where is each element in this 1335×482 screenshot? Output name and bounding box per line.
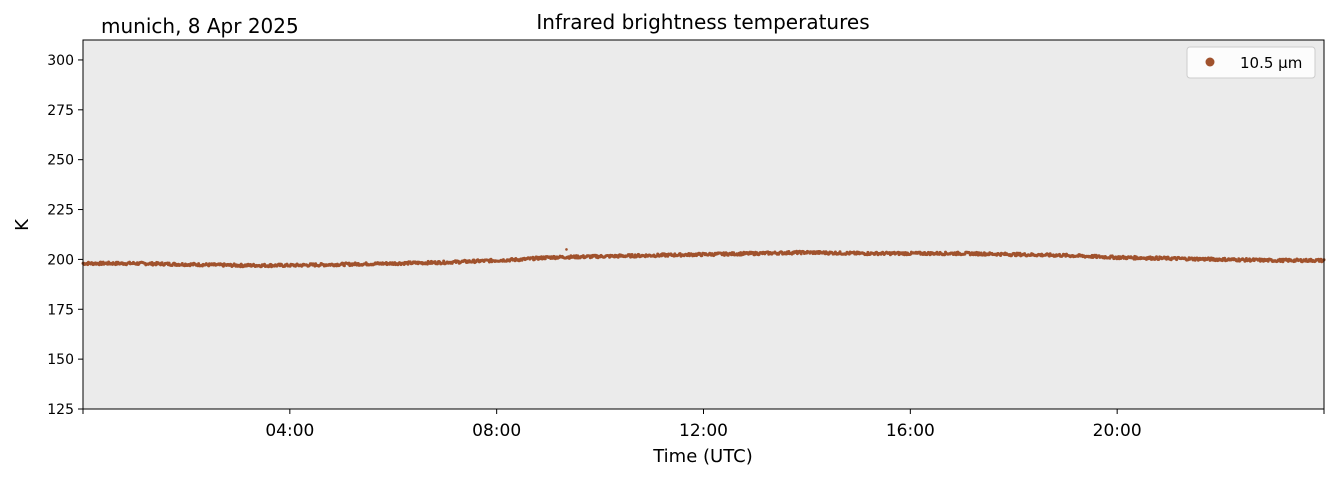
y-tick-label: 200: [47, 252, 74, 268]
data-point: [531, 255, 535, 259]
x-tick-label: 12:00: [679, 421, 728, 441]
legend-label: 10.5 µm: [1240, 54, 1302, 72]
chart-location-date: munich, 8 Apr 2025: [101, 14, 299, 38]
y-tick-label: 300: [47, 53, 74, 69]
outlier-point: [565, 248, 568, 251]
data-layer: [81, 248, 1326, 269]
data-point: [700, 254, 704, 258]
data-point: [974, 253, 978, 257]
data-point: [342, 264, 346, 268]
x-tick-label: 16:00: [886, 421, 935, 441]
series-10-5um: [81, 249, 1326, 269]
y-tick-label: 275: [47, 103, 74, 119]
data-point: [1148, 255, 1152, 259]
chart-title: Infrared brightness temperatures: [536, 10, 869, 34]
y-tick-label: 250: [47, 153, 74, 169]
data-point: [97, 263, 101, 267]
data-point: [442, 259, 446, 263]
legend: 10.5 µm: [1186, 46, 1316, 79]
data-point: [1208, 258, 1212, 262]
x-tick-label: 20:00: [1093, 421, 1142, 441]
data-point: [799, 252, 803, 256]
plot-area: [83, 40, 1324, 409]
x-axis: 04:00 08:00 12:00 16:00 20:00: [82, 409, 1325, 441]
data-point: [406, 262, 410, 266]
y-tick-label: 225: [47, 203, 74, 219]
y-axis: 125 150 175 200 225 250 275 300: [47, 53, 83, 418]
plot-frame: [82, 39, 1325, 410]
x-tick-label: 04:00: [265, 421, 314, 441]
legend-marker: [1205, 57, 1215, 67]
data-point: [751, 251, 755, 254]
legend-box: [1186, 46, 1316, 79]
y-tick-label: 125: [47, 402, 74, 418]
x-tick-label: 08:00: [472, 421, 521, 441]
data-point: [954, 253, 958, 257]
x-axis-label: Time (UTC): [652, 446, 753, 467]
y-tick-label: 150: [47, 352, 74, 368]
y-axis-label: K: [12, 218, 33, 231]
y-tick-label: 175: [47, 302, 74, 318]
